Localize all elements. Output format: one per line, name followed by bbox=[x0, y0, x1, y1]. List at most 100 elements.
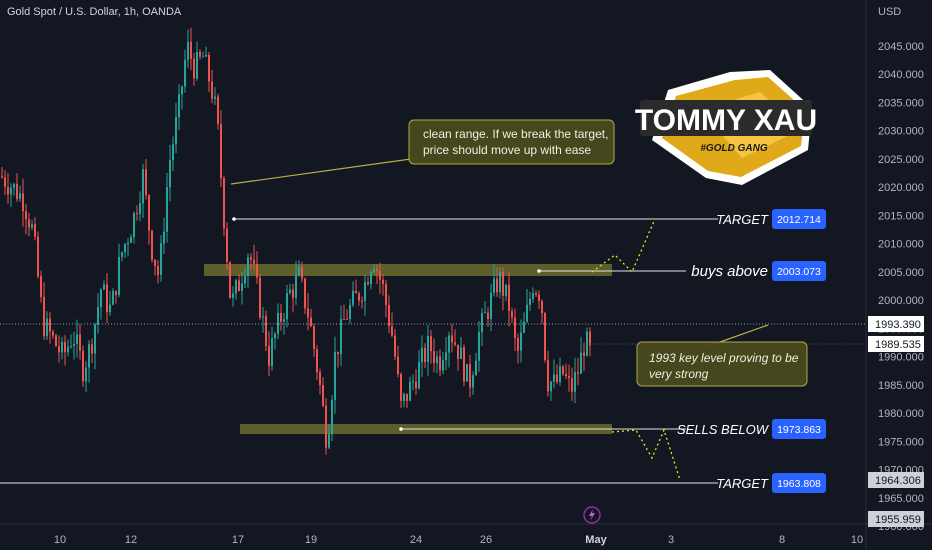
candle-body bbox=[442, 360, 444, 371]
candle-body bbox=[259, 277, 261, 318]
candle-body bbox=[433, 351, 435, 364]
candle-body bbox=[448, 335, 450, 353]
candle-body bbox=[400, 374, 402, 401]
candle-body bbox=[421, 347, 423, 363]
low2-price-marker: 1955.959 bbox=[868, 511, 924, 527]
candle-body bbox=[1, 175, 3, 178]
candle-body bbox=[526, 304, 528, 322]
candle-body bbox=[451, 335, 453, 343]
price-tick-label: 2040.000 bbox=[878, 69, 924, 81]
candle-body bbox=[439, 356, 441, 371]
price-marker-value: 1993.390 bbox=[875, 319, 921, 331]
time-tick-label: 10 bbox=[851, 534, 863, 546]
candle-body bbox=[4, 177, 6, 187]
candle-body bbox=[382, 279, 384, 284]
candle-body bbox=[340, 318, 342, 355]
candle-body bbox=[100, 289, 102, 307]
candle-body bbox=[226, 228, 228, 262]
price-tick-label: 2000.000 bbox=[878, 295, 924, 307]
lightning-icon bbox=[583, 506, 601, 524]
candle-body bbox=[115, 290, 117, 295]
candle-body bbox=[13, 183, 15, 188]
candle-body bbox=[109, 304, 111, 313]
annotation-text: clean range. If we break the target, bbox=[423, 127, 608, 141]
candle-body bbox=[202, 56, 204, 58]
level-name: SELLS BELOW bbox=[677, 422, 770, 437]
candle-body bbox=[163, 231, 165, 244]
level-target: TARGET 2012.714 bbox=[716, 209, 826, 229]
candle-body bbox=[322, 384, 324, 406]
level-price: 1973.863 bbox=[777, 424, 821, 436]
candle-body bbox=[49, 318, 51, 332]
candle-body bbox=[283, 319, 285, 322]
candle-body bbox=[574, 372, 576, 392]
candle-body bbox=[262, 316, 264, 318]
price-tick-label: 2045.000 bbox=[878, 41, 924, 53]
candle-body bbox=[349, 304, 351, 320]
candle-body bbox=[118, 256, 120, 295]
candle-body bbox=[472, 375, 474, 388]
candle-body bbox=[553, 374, 555, 382]
candle-body bbox=[424, 347, 426, 362]
candle-body bbox=[478, 332, 480, 361]
candle-body bbox=[271, 338, 273, 367]
candle-body bbox=[586, 331, 588, 356]
candle-body bbox=[361, 300, 363, 302]
candle-body bbox=[520, 332, 522, 351]
annotation-box bbox=[636, 341, 808, 387]
candle-body bbox=[577, 372, 579, 374]
candle-body bbox=[541, 301, 543, 314]
candle-body bbox=[208, 54, 210, 82]
candle-body bbox=[61, 342, 63, 353]
candle-body bbox=[70, 345, 72, 347]
price-tick-label: 2010.000 bbox=[878, 239, 924, 251]
candle-body bbox=[58, 346, 60, 353]
candle-body bbox=[232, 293, 234, 298]
annotation-pointer bbox=[230, 157, 419, 185]
candle-body bbox=[151, 230, 153, 260]
time-tick-label: 12 bbox=[125, 534, 137, 546]
candle-body bbox=[319, 372, 321, 385]
candle-body bbox=[511, 310, 513, 318]
candle-body bbox=[337, 351, 339, 355]
candle-body bbox=[508, 284, 510, 311]
bullish-projection bbox=[591, 218, 656, 274]
candle-body bbox=[367, 282, 369, 285]
price-tick-label: 1980.000 bbox=[878, 408, 924, 420]
candle-body bbox=[316, 349, 318, 373]
level-badge bbox=[772, 261, 826, 281]
candle-body bbox=[196, 51, 198, 79]
candle-body bbox=[94, 324, 96, 354]
level-badge bbox=[772, 209, 826, 229]
candle-body bbox=[355, 290, 357, 294]
candle-body bbox=[214, 96, 216, 99]
candle-body bbox=[184, 59, 186, 87]
candle-body bbox=[565, 374, 567, 377]
logo-title-bg bbox=[640, 100, 812, 136]
candle-body bbox=[247, 257, 249, 277]
candle-body bbox=[415, 381, 417, 389]
price-tick-label: 2015.000 bbox=[878, 210, 924, 222]
symbol-title: Gold Spot / U.S. Dollar, 1h, OANDA bbox=[7, 6, 182, 18]
candle-body bbox=[19, 193, 21, 200]
candle-body bbox=[253, 259, 255, 264]
price-tick-label: 1985.000 bbox=[878, 380, 924, 392]
price-tick-label: 2020.000 bbox=[878, 182, 924, 194]
candle-body bbox=[235, 280, 237, 294]
candle-body bbox=[274, 333, 276, 339]
candle-body bbox=[373, 269, 375, 273]
candle-body bbox=[22, 193, 24, 212]
candle-body bbox=[481, 312, 483, 333]
candle-body bbox=[211, 81, 213, 99]
candle-body bbox=[487, 312, 489, 320]
candle-body bbox=[172, 144, 174, 161]
candle-body bbox=[124, 243, 126, 253]
target-upper-anchor bbox=[232, 217, 236, 221]
candle-body bbox=[16, 183, 18, 200]
candle-body bbox=[280, 313, 282, 322]
candle-body bbox=[499, 271, 501, 293]
level-buys-above: buys above 2003.073 bbox=[691, 261, 826, 281]
candle-body bbox=[166, 187, 168, 232]
